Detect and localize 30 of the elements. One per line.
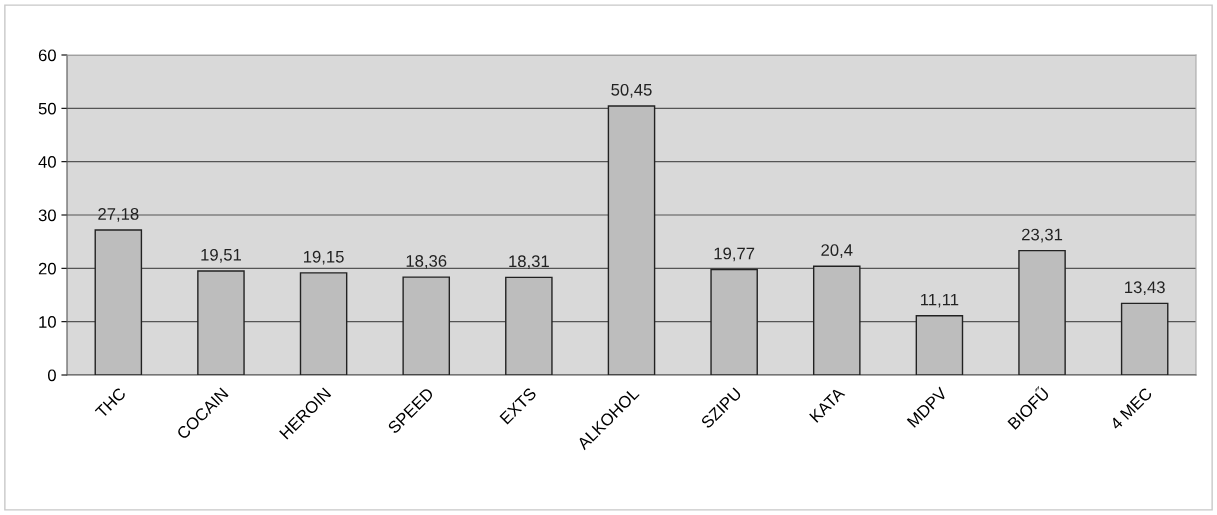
y-tick-label: 30 (38, 209, 56, 222)
bar (505, 276, 553, 375)
y-tick-label: 40 (38, 156, 56, 168)
y-tick-label: 20 (38, 262, 56, 275)
bar (607, 105, 656, 375)
data-label: 50,45 (611, 83, 652, 98)
bar (915, 315, 964, 375)
bar (1018, 249, 1066, 375)
bar (402, 276, 451, 375)
x-tick-label: THC (94, 386, 127, 419)
data-label: 11,11 (921, 293, 959, 308)
bar (1120, 302, 1169, 375)
y-tick-label: 0 (47, 369, 56, 382)
data-label: 18,36 (406, 255, 447, 269)
data-label: 19,77 (714, 247, 755, 262)
data-label: 23,31 (1022, 228, 1063, 243)
bar (197, 270, 245, 375)
y-tick-label: 50 (38, 102, 56, 115)
bar (94, 229, 143, 375)
data-label: 19,15 (304, 250, 344, 265)
data-label: 13,43 (1125, 281, 1165, 296)
bar (710, 268, 758, 375)
y-tick-label: 10 (39, 316, 56, 328)
data-label: 18,31 (509, 255, 549, 270)
data-label: 20,4 (821, 244, 853, 258)
y-tick-label: 60 (38, 49, 56, 62)
data-label: 27,18 (98, 208, 139, 222)
data-label: 19,51 (201, 248, 241, 263)
bar (812, 265, 861, 375)
bar (299, 272, 348, 375)
